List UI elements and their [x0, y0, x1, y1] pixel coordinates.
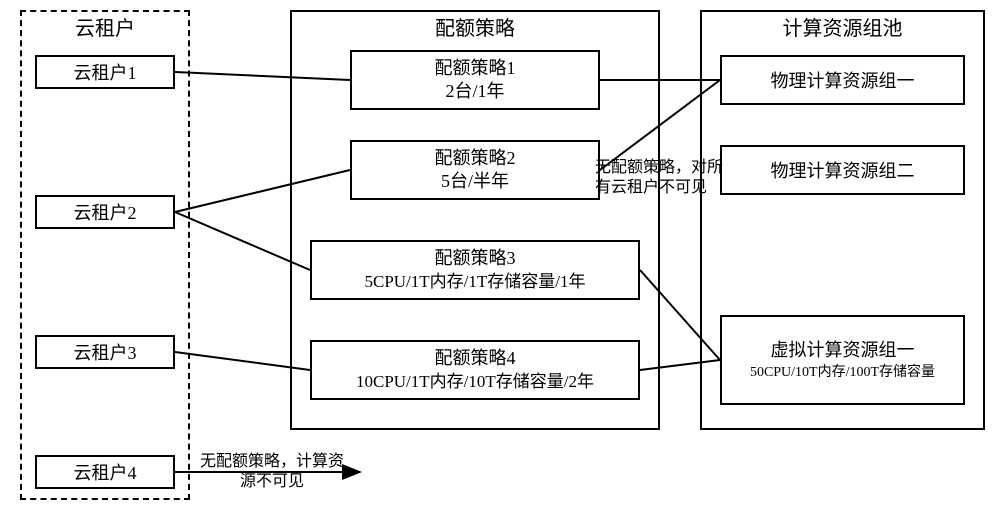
resource-group-3-label: 虚拟计算资源组一 [771, 338, 915, 363]
quota-policy-1-detail: 2台/1年 [445, 80, 504, 103]
tenant-2: 云租户2 [35, 195, 175, 229]
tenants-title: 云租户 [75, 16, 135, 42]
resource-group-1-label: 物理计算资源组一 [771, 67, 915, 93]
quota-policy-1: 配额策略1 2台/1年 [350, 50, 600, 110]
note-no-quota-pool-line2: 有云租户不可见 [595, 178, 723, 198]
quota-policy-3: 配额策略3 5CPU/1T内存/1T存储容量/1年 [310, 240, 640, 300]
resource-group-3-detail: 50CPU/10T内存/100T存储容量 [750, 363, 935, 383]
quota-policy-2: 配额策略2 5台/半年 [350, 140, 600, 200]
quota-policy-1-title: 配额策略1 [435, 57, 516, 80]
quota-policy-2-detail: 5台/半年 [441, 170, 509, 193]
resource-group-2-label: 物理计算资源组二 [771, 157, 915, 183]
quota-policy-2-title: 配额策略2 [435, 147, 516, 170]
note-no-quota-tenant-line1: 无配额策略，计算资 [200, 452, 344, 472]
tenant-3-label: 云租户3 [74, 339, 137, 365]
note-no-quota-tenant-line2: 源不可见 [200, 472, 344, 492]
quota-policy-4-detail: 10CPU/1T内存/10T存储容量/2年 [356, 371, 594, 393]
quota-policy-4: 配额策略4 10CPU/1T内存/10T存储容量/2年 [310, 340, 640, 400]
quota-policy-3-title: 配额策略3 [435, 247, 516, 270]
tenant-2-label: 云租户2 [74, 199, 137, 225]
resource-group-3: 虚拟计算资源组一 50CPU/10T内存/100T存储容量 [720, 315, 965, 405]
pool-title: 计算资源组池 [783, 16, 903, 42]
quota-title: 配额策略 [435, 16, 515, 42]
note-no-quota-pool-line1: 无配额策略，对所 [595, 158, 723, 178]
note-no-quota-pool: 无配额策略，对所 有云租户不可见 [595, 158, 723, 198]
tenant-4-label: 云租户4 [74, 459, 137, 485]
quota-policy-3-detail: 5CPU/1T内存/1T存储容量/1年 [364, 271, 585, 293]
quota-policy-4-title: 配额策略4 [435, 347, 516, 370]
tenant-3: 云租户3 [35, 335, 175, 369]
resource-group-2: 物理计算资源组二 [720, 145, 965, 195]
tenant-1-label: 云租户1 [74, 59, 137, 85]
note-no-quota-tenant: 无配额策略，计算资 源不可见 [200, 452, 344, 492]
resource-group-1: 物理计算资源组一 [720, 55, 965, 105]
tenant-1: 云租户1 [35, 55, 175, 89]
tenant-4: 云租户4 [35, 455, 175, 489]
